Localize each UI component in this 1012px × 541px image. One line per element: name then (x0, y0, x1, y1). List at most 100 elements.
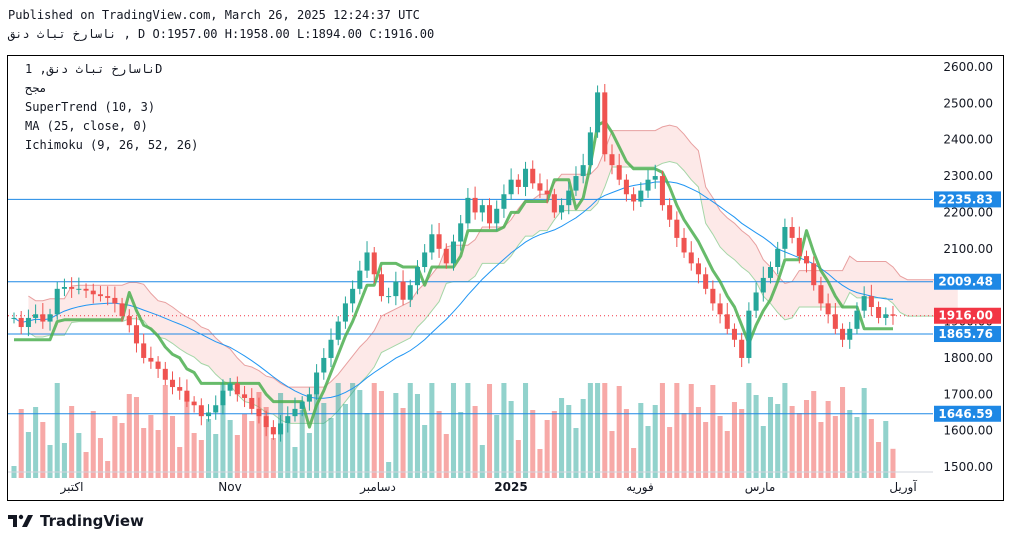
volume-bar (458, 412, 464, 478)
volume-bar (775, 404, 781, 478)
chart-frame[interactable]: 2600.00 2500.00 2400.00 2300.00 2200.00 2100.… (7, 55, 1004, 501)
brand[interactable]: TradingView (8, 512, 144, 530)
volume-bar (868, 419, 874, 478)
candle-body (148, 357, 154, 362)
candle-body (292, 408, 298, 417)
volume-bar (623, 409, 629, 478)
volume-bar (515, 440, 521, 478)
candle-body (69, 287, 75, 289)
volume-bar (76, 433, 82, 478)
volume-bar (306, 433, 312, 478)
volume-bar (400, 408, 406, 478)
candle-body (169, 379, 176, 388)
candle-body (739, 339, 745, 358)
volume-bar (407, 383, 413, 478)
candle-body (566, 190, 572, 206)
candle-body (595, 92, 601, 133)
volume-bar (263, 407, 269, 478)
volume-bar (559, 398, 565, 478)
volume-bar (69, 406, 75, 478)
candle-body (479, 205, 485, 213)
volume-bar (285, 424, 291, 478)
candle-body (465, 197, 471, 224)
volume-bar (703, 422, 709, 478)
candle-body (386, 296, 392, 298)
candle-body (551, 194, 557, 213)
candle-body (11, 317, 17, 319)
y-tick-label: 1800.00 (943, 351, 993, 365)
volume-bar (429, 383, 435, 478)
candle-body (811, 263, 817, 286)
candle-body (378, 274, 384, 297)
volume-bar (587, 383, 593, 478)
candle-body (256, 408, 262, 417)
candle-body (342, 303, 348, 322)
volume-bar (249, 421, 255, 478)
volume-bar (162, 385, 168, 478)
candle-body (717, 303, 723, 315)
volume-bar (206, 419, 212, 478)
volume-bar (566, 405, 572, 478)
volume-bar (54, 383, 60, 478)
candle-body (371, 252, 377, 275)
legend-supertrend[interactable]: SuperTrend (10, 3) (25, 100, 156, 114)
volume-bar (537, 449, 543, 478)
candle-body (155, 361, 161, 369)
candle-body (840, 328, 846, 340)
candle-body (220, 390, 226, 406)
volume-bar (198, 440, 204, 478)
candle-body (314, 372, 320, 395)
candle-body (501, 194, 507, 209)
candle-body (429, 234, 435, 253)
candle-body (83, 288, 89, 291)
volume-bar (818, 422, 824, 478)
volume-bar (184, 394, 190, 478)
volume-bar (825, 401, 831, 478)
volume-bar (256, 392, 262, 478)
volume-bar (494, 415, 500, 478)
volume-bar (126, 394, 132, 478)
volume-bar (876, 442, 882, 478)
price-label-box (934, 307, 1001, 324)
x-tick-label: Nov (218, 480, 241, 494)
y-tick-label: 1700.00 (943, 387, 993, 401)
volume-bar (450, 383, 457, 478)
volume-bar (616, 386, 622, 478)
candle-body (306, 394, 312, 402)
volume-bar (414, 394, 420, 478)
candle-body (191, 401, 197, 406)
candle-body (357, 270, 363, 289)
volume-bar (681, 413, 687, 478)
y-tick-label: 2200.00 (943, 205, 993, 219)
candle-body (227, 383, 233, 391)
volume-bar (803, 400, 810, 478)
volume-bar (40, 422, 46, 478)
volume-bar (508, 401, 514, 478)
volume-bar (674, 383, 680, 478)
volume-bar (645, 426, 651, 478)
legend-ichimoku[interactable]: Ichimoku (9, 26, 52, 26) (25, 138, 199, 152)
y-tick-label: 2300.00 (943, 169, 993, 183)
volume-bar (760, 426, 766, 478)
candle-body (184, 390, 190, 402)
candle-body (335, 321, 341, 340)
legend-ma[interactable]: MA (25, close, 0) (25, 119, 148, 133)
candle-body (652, 176, 658, 180)
volume-bar (386, 462, 392, 478)
volume-bar (688, 384, 694, 478)
candle-body (544, 190, 550, 195)
volume-bar (847, 410, 853, 478)
candle-body (61, 287, 67, 289)
volume-bar (890, 448, 896, 478)
candle-body (573, 176, 579, 191)
price-chart[interactable]: 2600.00 2500.00 2400.00 2300.00 2200.00 2100.… (8, 56, 1003, 500)
x-tick-label: اکتبر (60, 480, 84, 495)
candle-body (667, 205, 673, 220)
candle-body (530, 168, 536, 184)
ohlc-line: ناسارخ تباث دنق , D O:1957.00 H:1958.00 … (8, 27, 435, 41)
candle-body (407, 285, 413, 300)
candle-body (242, 394, 248, 398)
volume-bar (148, 415, 154, 478)
candle-body (472, 197, 478, 213)
candle-body (515, 179, 521, 187)
